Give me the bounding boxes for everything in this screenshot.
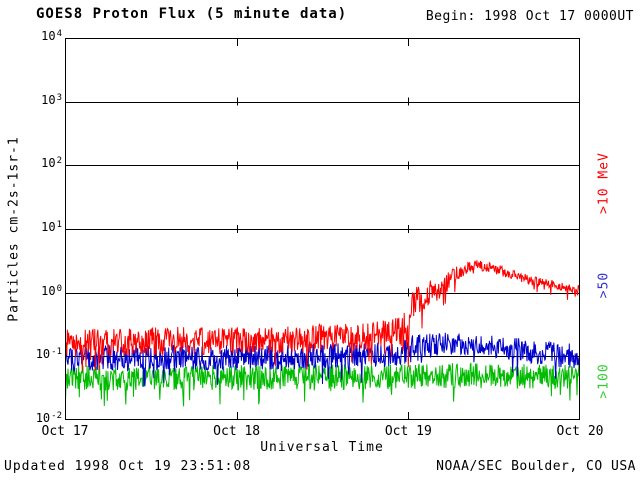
credit-text: NOAA/SEC Boulder, CO USA (436, 459, 636, 474)
series-label-gt100: >100 (596, 363, 612, 399)
updated-timestamp: Updated 1998 Oct 19 23:51:08 (4, 459, 252, 474)
series-label-gt10mev: >10 MeV (596, 152, 612, 214)
plot-frame (65, 38, 580, 420)
y-tick-label: 10-2 (35, 411, 62, 425)
begin-timestamp: Begin: 1998 Oct 17 0000UT (425, 9, 634, 24)
y-tick-label: 103 (41, 92, 62, 107)
y-tick-label: 10-1 (35, 347, 62, 362)
y-tick-label: 100 (41, 283, 62, 298)
x-axis-label: Universal Time (260, 440, 384, 455)
x-tick-label: Oct 20 (556, 424, 604, 439)
x-tick-label: Oct 19 (384, 424, 432, 439)
x-tick-label: Oct 18 (213, 424, 261, 439)
series-label-gt50: >50 (596, 271, 612, 299)
y-tick-label: 102 (41, 156, 62, 171)
y-tick-label: 101 (41, 220, 62, 234)
flux-series-gt10mev (65, 260, 580, 372)
y-tick-label: 104 (41, 29, 62, 43)
x-tick-label: Oct 17 (41, 424, 89, 439)
chart-title: GOES8 Proton Flux (5 minute data) (36, 6, 348, 22)
flux-series-gt50 (65, 332, 580, 387)
